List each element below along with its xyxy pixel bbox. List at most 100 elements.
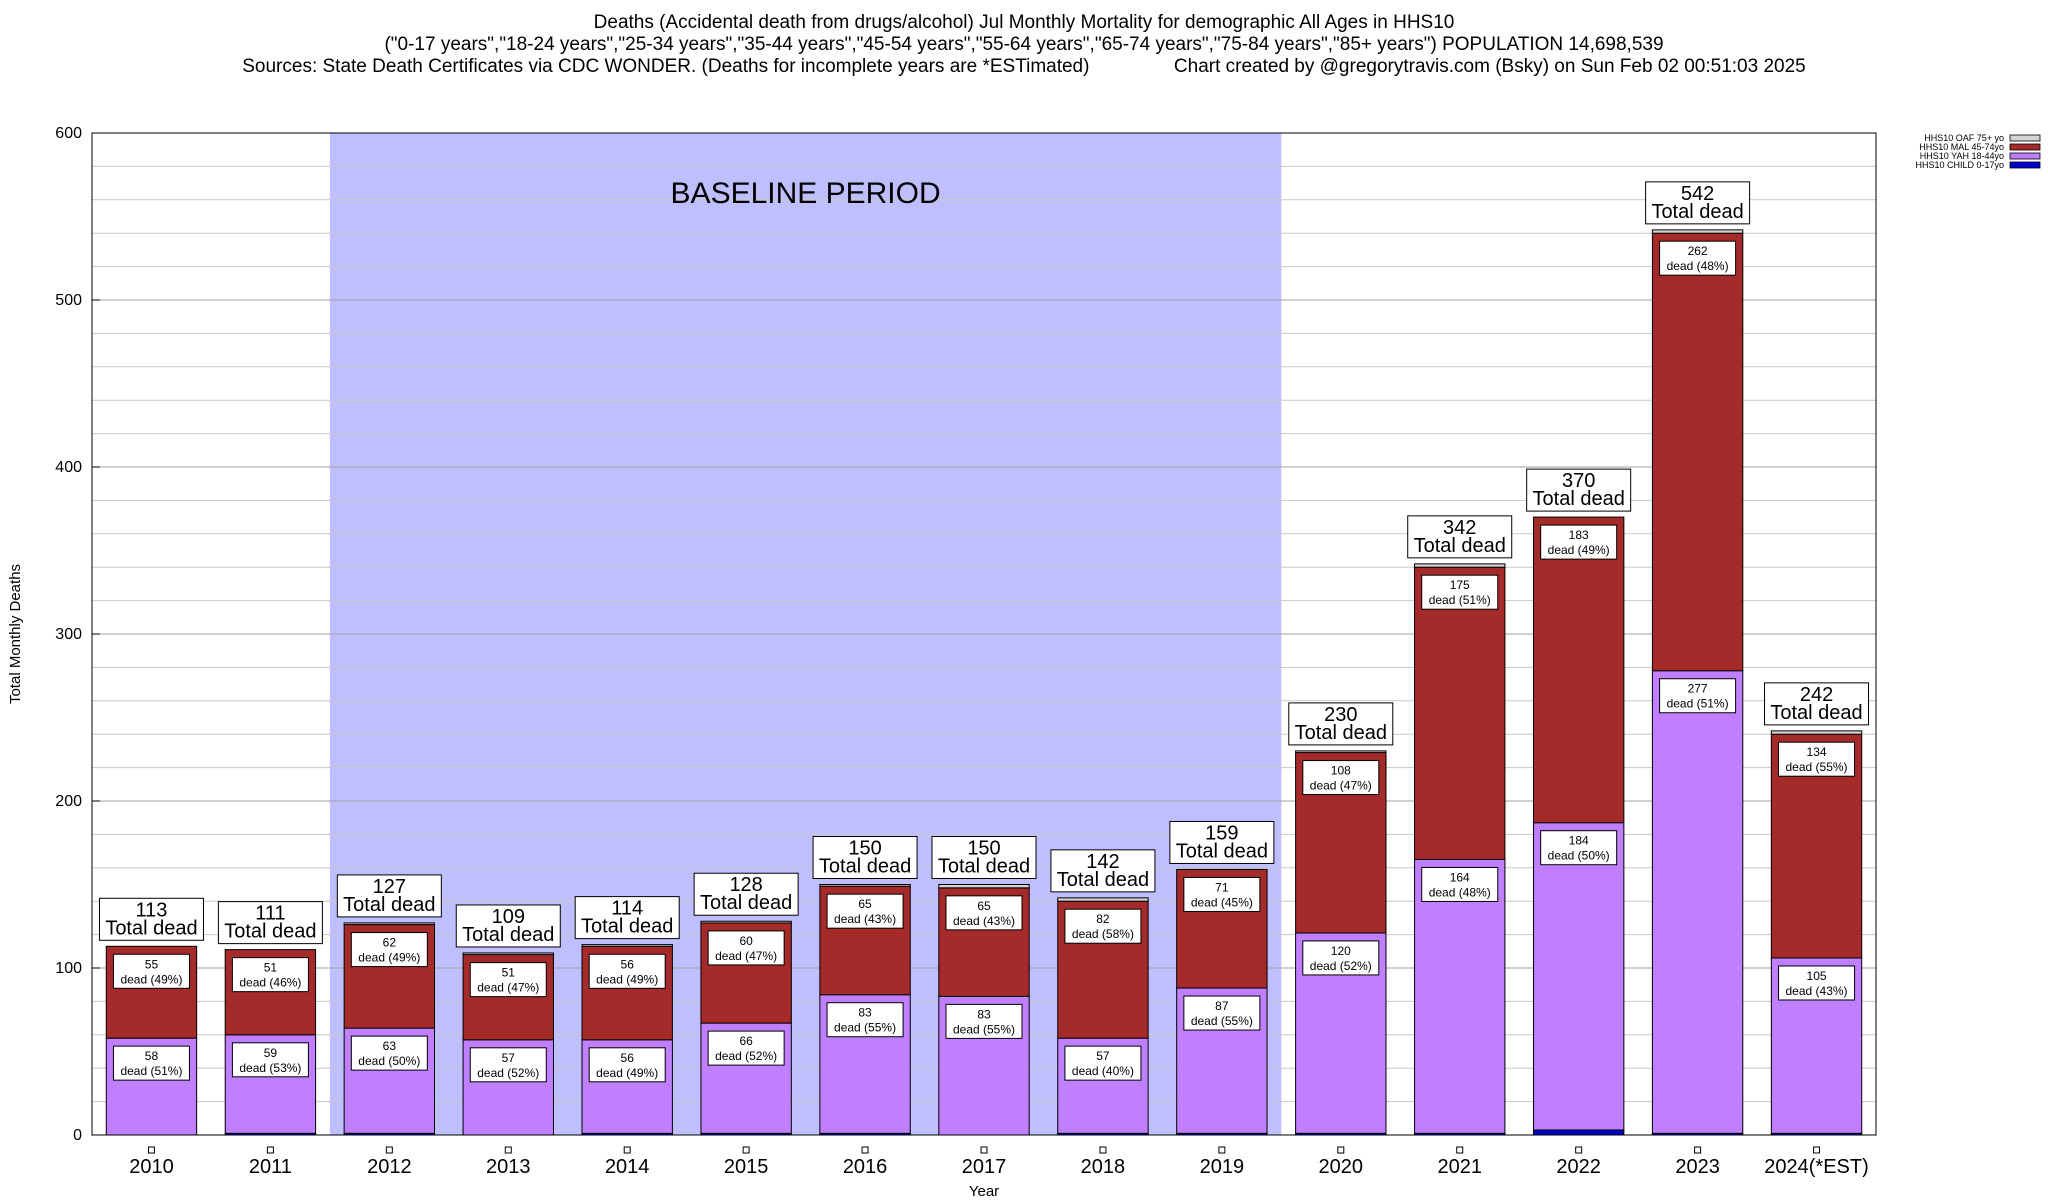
y-axis-label: Total Monthly Deaths <box>7 564 24 704</box>
x-tick-marker <box>385 1146 393 1154</box>
total-label-text: Total dead <box>1176 840 1268 862</box>
segment-label-count: 120 <box>1331 944 1351 958</box>
x-tick-label: 2011 <box>249 1156 292 1178</box>
bar-segment-oaf <box>1295 750 1387 754</box>
segment-label-box <box>588 953 666 989</box>
segment-label-pct: dead (49%) <box>120 972 182 986</box>
bar-segment-oaf <box>1770 730 1863 735</box>
x-tick-label: 2018 <box>1081 1156 1126 1178</box>
total-label-value: 150 <box>967 838 1000 860</box>
bar-segment-oaf <box>1414 563 1506 568</box>
segment-label-box <box>1183 876 1261 912</box>
segment-label-box <box>1659 240 1737 276</box>
total-label-text: Total dead <box>938 856 1030 878</box>
x-tick-label: 2012 <box>367 1156 412 1178</box>
total-label-value: 111 <box>255 903 285 925</box>
total-label-value: 159 <box>1205 822 1238 844</box>
total-label-text: Total dead <box>1651 201 1743 223</box>
total-label-text: Total dead <box>1533 488 1625 510</box>
total-label-text: Total dead <box>581 916 673 938</box>
segment-label-pct: dead (50%) <box>358 1054 420 1068</box>
chart-title: Deaths (Accidental death from drugs/alco… <box>0 12 2048 78</box>
total-label-text: Total dead <box>462 924 554 946</box>
y-tick-label: 0 <box>73 1127 82 1144</box>
bar-segment-oaf <box>1651 229 1744 234</box>
x-axis: 2010 2011 2012 2013 2014 2015 2016 2017 2018 2019… <box>129 1146 1869 1178</box>
total-label-text: Total dead <box>224 921 316 943</box>
segment-label-count: 51 <box>264 961 278 975</box>
total-label-box <box>217 901 323 945</box>
x-tick-label: 2014 <box>605 1156 650 1178</box>
bar-segment-mal <box>1414 566 1506 860</box>
legend-label: HHS10 CHILD 0-17yo <box>1915 160 2004 170</box>
segment-label-pct: dead (40%) <box>1072 1064 1134 1078</box>
bar-segment-oaf <box>819 884 911 887</box>
segment-label-count: 105 <box>1807 969 1827 983</box>
y-tick-label: 600 <box>55 125 82 142</box>
total-label-value: 230 <box>1324 704 1357 726</box>
total-label-value: 542 <box>1681 183 1714 205</box>
total-label-text: Total dead <box>819 856 911 878</box>
segment-label-box <box>1302 760 1380 796</box>
total-label-text: Total dead <box>700 892 792 914</box>
legend-label: HHS10 MAL 45-74yo <box>1919 142 2004 152</box>
segment-label-pct: dead (49%) <box>358 951 420 965</box>
segment-label-box <box>826 1002 904 1038</box>
segment-label-box <box>231 957 309 993</box>
segment-label-count: 183 <box>1569 528 1589 542</box>
x-tick-marker <box>742 1146 750 1154</box>
total-label-value: 342 <box>1443 517 1476 539</box>
segment-label-count: 108 <box>1331 764 1351 778</box>
bar-segment-oaf <box>700 920 792 924</box>
segment-label-box <box>1064 908 1142 944</box>
segment-label-box <box>1183 995 1261 1031</box>
bar-segment-oaf <box>343 922 436 926</box>
total-label-box <box>1288 702 1394 746</box>
segment-label-count: 57 <box>1096 1049 1110 1063</box>
segment-label-pct: dead (47%) <box>715 949 777 963</box>
segment-label-box <box>588 1047 666 1083</box>
title-line-2: ("0-17 years","18-24 years","25-34 years… <box>384 34 1664 55</box>
x-tick-label: 2013 <box>486 1156 531 1178</box>
x-tick-label: 2020 <box>1319 1156 1364 1178</box>
total-label-box <box>1764 682 1870 726</box>
segment-label-box <box>112 953 190 989</box>
y-tick-label: 400 <box>55 459 82 476</box>
x-axis-label: Year <box>969 1183 999 1200</box>
total-label-value: 127 <box>373 876 406 898</box>
segment-label-count: 62 <box>383 936 397 950</box>
segment-label-pct: dead (51%) <box>1667 697 1729 711</box>
segment-label-box <box>1302 940 1380 976</box>
segment-label-count: 184 <box>1569 834 1589 848</box>
segment-label-box <box>350 932 428 968</box>
total-label-box <box>98 897 204 941</box>
x-tick-label: 2017 <box>962 1156 1007 1178</box>
segment-label-count: 65 <box>977 899 991 913</box>
bar-segment-oaf <box>462 952 554 956</box>
segment-label-count: 58 <box>145 1049 159 1063</box>
segment-label-pct: dead (51%) <box>1429 593 1491 607</box>
segment-label-count: 57 <box>502 1051 516 1065</box>
x-tick-label: 2022 <box>1556 1156 1601 1178</box>
legend-label: HHS10 YAH 18-44yo <box>1920 151 2004 161</box>
segment-label-box <box>231 1042 309 1078</box>
total-label-value: 150 <box>848 838 881 860</box>
total-label-text: Total dead <box>1414 535 1506 557</box>
total-label-box <box>336 874 442 918</box>
segment-label-count: 175 <box>1450 578 1470 592</box>
segment-label-pct: dead (47%) <box>477 981 539 995</box>
segment-label-box <box>350 1035 428 1071</box>
segment-label-pct: dead (47%) <box>1310 779 1372 793</box>
legend-swatch <box>2009 143 2041 151</box>
segment-label-count: 134 <box>1807 745 1827 759</box>
